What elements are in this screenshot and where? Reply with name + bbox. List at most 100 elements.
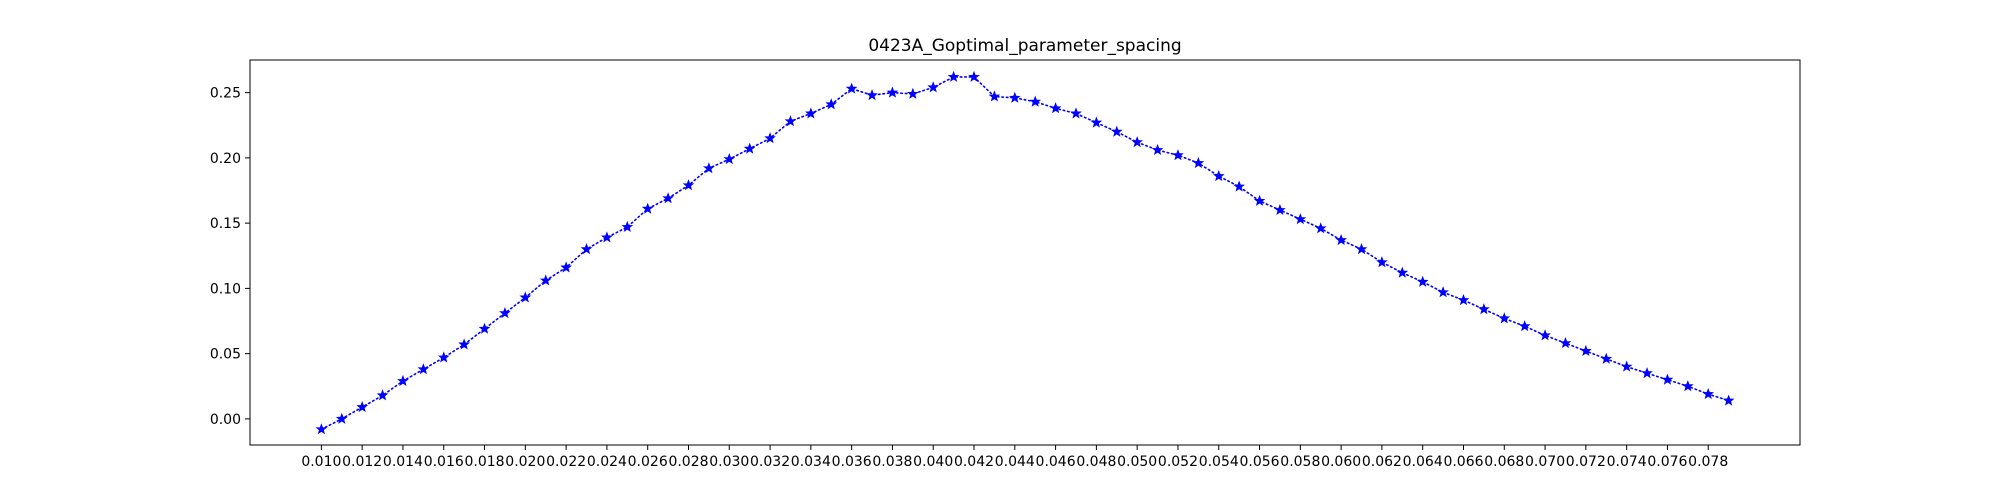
data-point	[743, 142, 756, 154]
data-point	[1110, 125, 1123, 137]
data-point	[1029, 95, 1042, 107]
x-tick-label: 0.062	[1362, 454, 1402, 470]
x-tick-label: 0.034	[791, 454, 831, 470]
data-point	[1498, 312, 1511, 324]
x-tick-label: 0.014	[383, 454, 423, 470]
x-tick-label: 0.012	[342, 454, 382, 470]
data-point	[1172, 149, 1184, 161]
y-tick-label: 0.00	[210, 412, 241, 428]
data-point	[682, 179, 695, 191]
data-point	[1070, 107, 1082, 119]
y-axis: 0.00 0.05 0.10 0.15 0.20 0.25	[210, 86, 250, 428]
data-point	[458, 338, 470, 350]
x-tick-label: 0.026	[628, 454, 668, 470]
x-tick-label: 0.072	[1566, 454, 1606, 470]
x-tick-label: 0.038	[872, 454, 912, 470]
series-line	[320, 76, 1730, 431]
data-point	[968, 70, 980, 82]
data-point	[1620, 360, 1633, 372]
y-tick-label: 0.15	[210, 216, 241, 232]
data-point	[539, 274, 552, 286]
x-tick-label: 0.018	[464, 454, 504, 470]
data-point	[1008, 91, 1021, 103]
x-tick-label: 0.068	[1484, 454, 1524, 470]
data-point	[1681, 380, 1694, 392]
data-point	[499, 307, 511, 319]
data-point	[845, 82, 858, 94]
data-point	[1539, 329, 1551, 341]
data-point	[1641, 367, 1653, 379]
data-point	[1294, 213, 1307, 225]
chart-title: 0423A_Goptimal_parameter_spacing	[868, 36, 1181, 56]
data-point	[1396, 266, 1409, 278]
x-tick-label: 0.016	[424, 454, 464, 470]
data-point	[1478, 303, 1490, 315]
data-point	[1090, 116, 1103, 128]
data-point	[417, 363, 430, 375]
data-point	[886, 86, 899, 98]
data-point	[1416, 275, 1429, 287]
data-point	[335, 412, 348, 424]
data-point	[1437, 286, 1449, 298]
x-tick-label: 0.024	[587, 454, 627, 470]
data-point	[376, 389, 389, 401]
data-point	[1233, 180, 1245, 192]
x-tick-label: 0.046	[1036, 454, 1076, 470]
data-point	[723, 153, 736, 165]
data-point	[580, 243, 593, 255]
x-tick-label: 0.058	[1280, 454, 1320, 470]
data-point	[662, 192, 674, 204]
data-point	[805, 107, 817, 119]
data-point	[1600, 352, 1613, 364]
data-point	[703, 162, 715, 174]
data-point	[1335, 233, 1347, 246]
data-point	[1722, 394, 1735, 406]
data-point	[437, 351, 450, 363]
x-tick-label: 0.048	[1076, 454, 1116, 470]
x-tick-label: 0.076	[1647, 454, 1687, 470]
data-point	[927, 81, 940, 93]
x-tick-label: 0.040	[913, 454, 953, 470]
x-tick-label: 0.050	[1117, 454, 1157, 470]
x-tick-label: 0.074	[1607, 454, 1647, 470]
y-tick-label: 0.05	[210, 347, 241, 363]
data-point	[519, 291, 532, 303]
data-point	[1151, 143, 1164, 156]
y-tick-label: 0.25	[210, 86, 241, 102]
data-point	[784, 115, 797, 127]
data-point	[1355, 243, 1368, 255]
x-tick-label: 0.054	[1199, 454, 1239, 470]
x-tick-label: 0.044	[995, 454, 1035, 470]
data-point	[478, 322, 491, 334]
x-tick-label: 0.056	[1239, 454, 1279, 470]
plot-area	[249, 59, 1801, 446]
data-point	[906, 87, 919, 99]
data-point	[641, 202, 654, 214]
x-tick-label: 0.010	[301, 454, 341, 470]
data-point	[1192, 156, 1205, 169]
x-axis: 0.010 0.012 0.014 0.016 0.018 0.020 0.022 0.024…	[301, 445, 1728, 470]
data-point	[1253, 194, 1266, 206]
data-point	[764, 132, 776, 144]
data-point	[397, 374, 409, 387]
data-point	[1661, 373, 1674, 385]
data-point	[1274, 203, 1286, 216]
x-tick-label: 0.022	[546, 454, 586, 470]
y-tick-label: 0.20	[210, 151, 241, 167]
x-tick-label: 0.064	[1403, 454, 1443, 470]
x-tick-label: 0.030	[709, 454, 749, 470]
x-tick-label: 0.042	[954, 454, 994, 470]
data-point	[315, 423, 328, 435]
data-point	[1314, 222, 1327, 234]
x-tick-label: 0.020	[505, 454, 545, 470]
data-point	[866, 89, 878, 101]
x-tick-label: 0.070	[1525, 454, 1565, 470]
data-point	[988, 90, 1001, 102]
x-tick-label: 0.066	[1443, 454, 1483, 470]
y-tick-label: 0.10	[210, 281, 241, 297]
data-point	[1559, 337, 1572, 349]
data-point	[1518, 320, 1531, 332]
data-point	[947, 70, 960, 82]
data-point	[1049, 102, 1062, 114]
